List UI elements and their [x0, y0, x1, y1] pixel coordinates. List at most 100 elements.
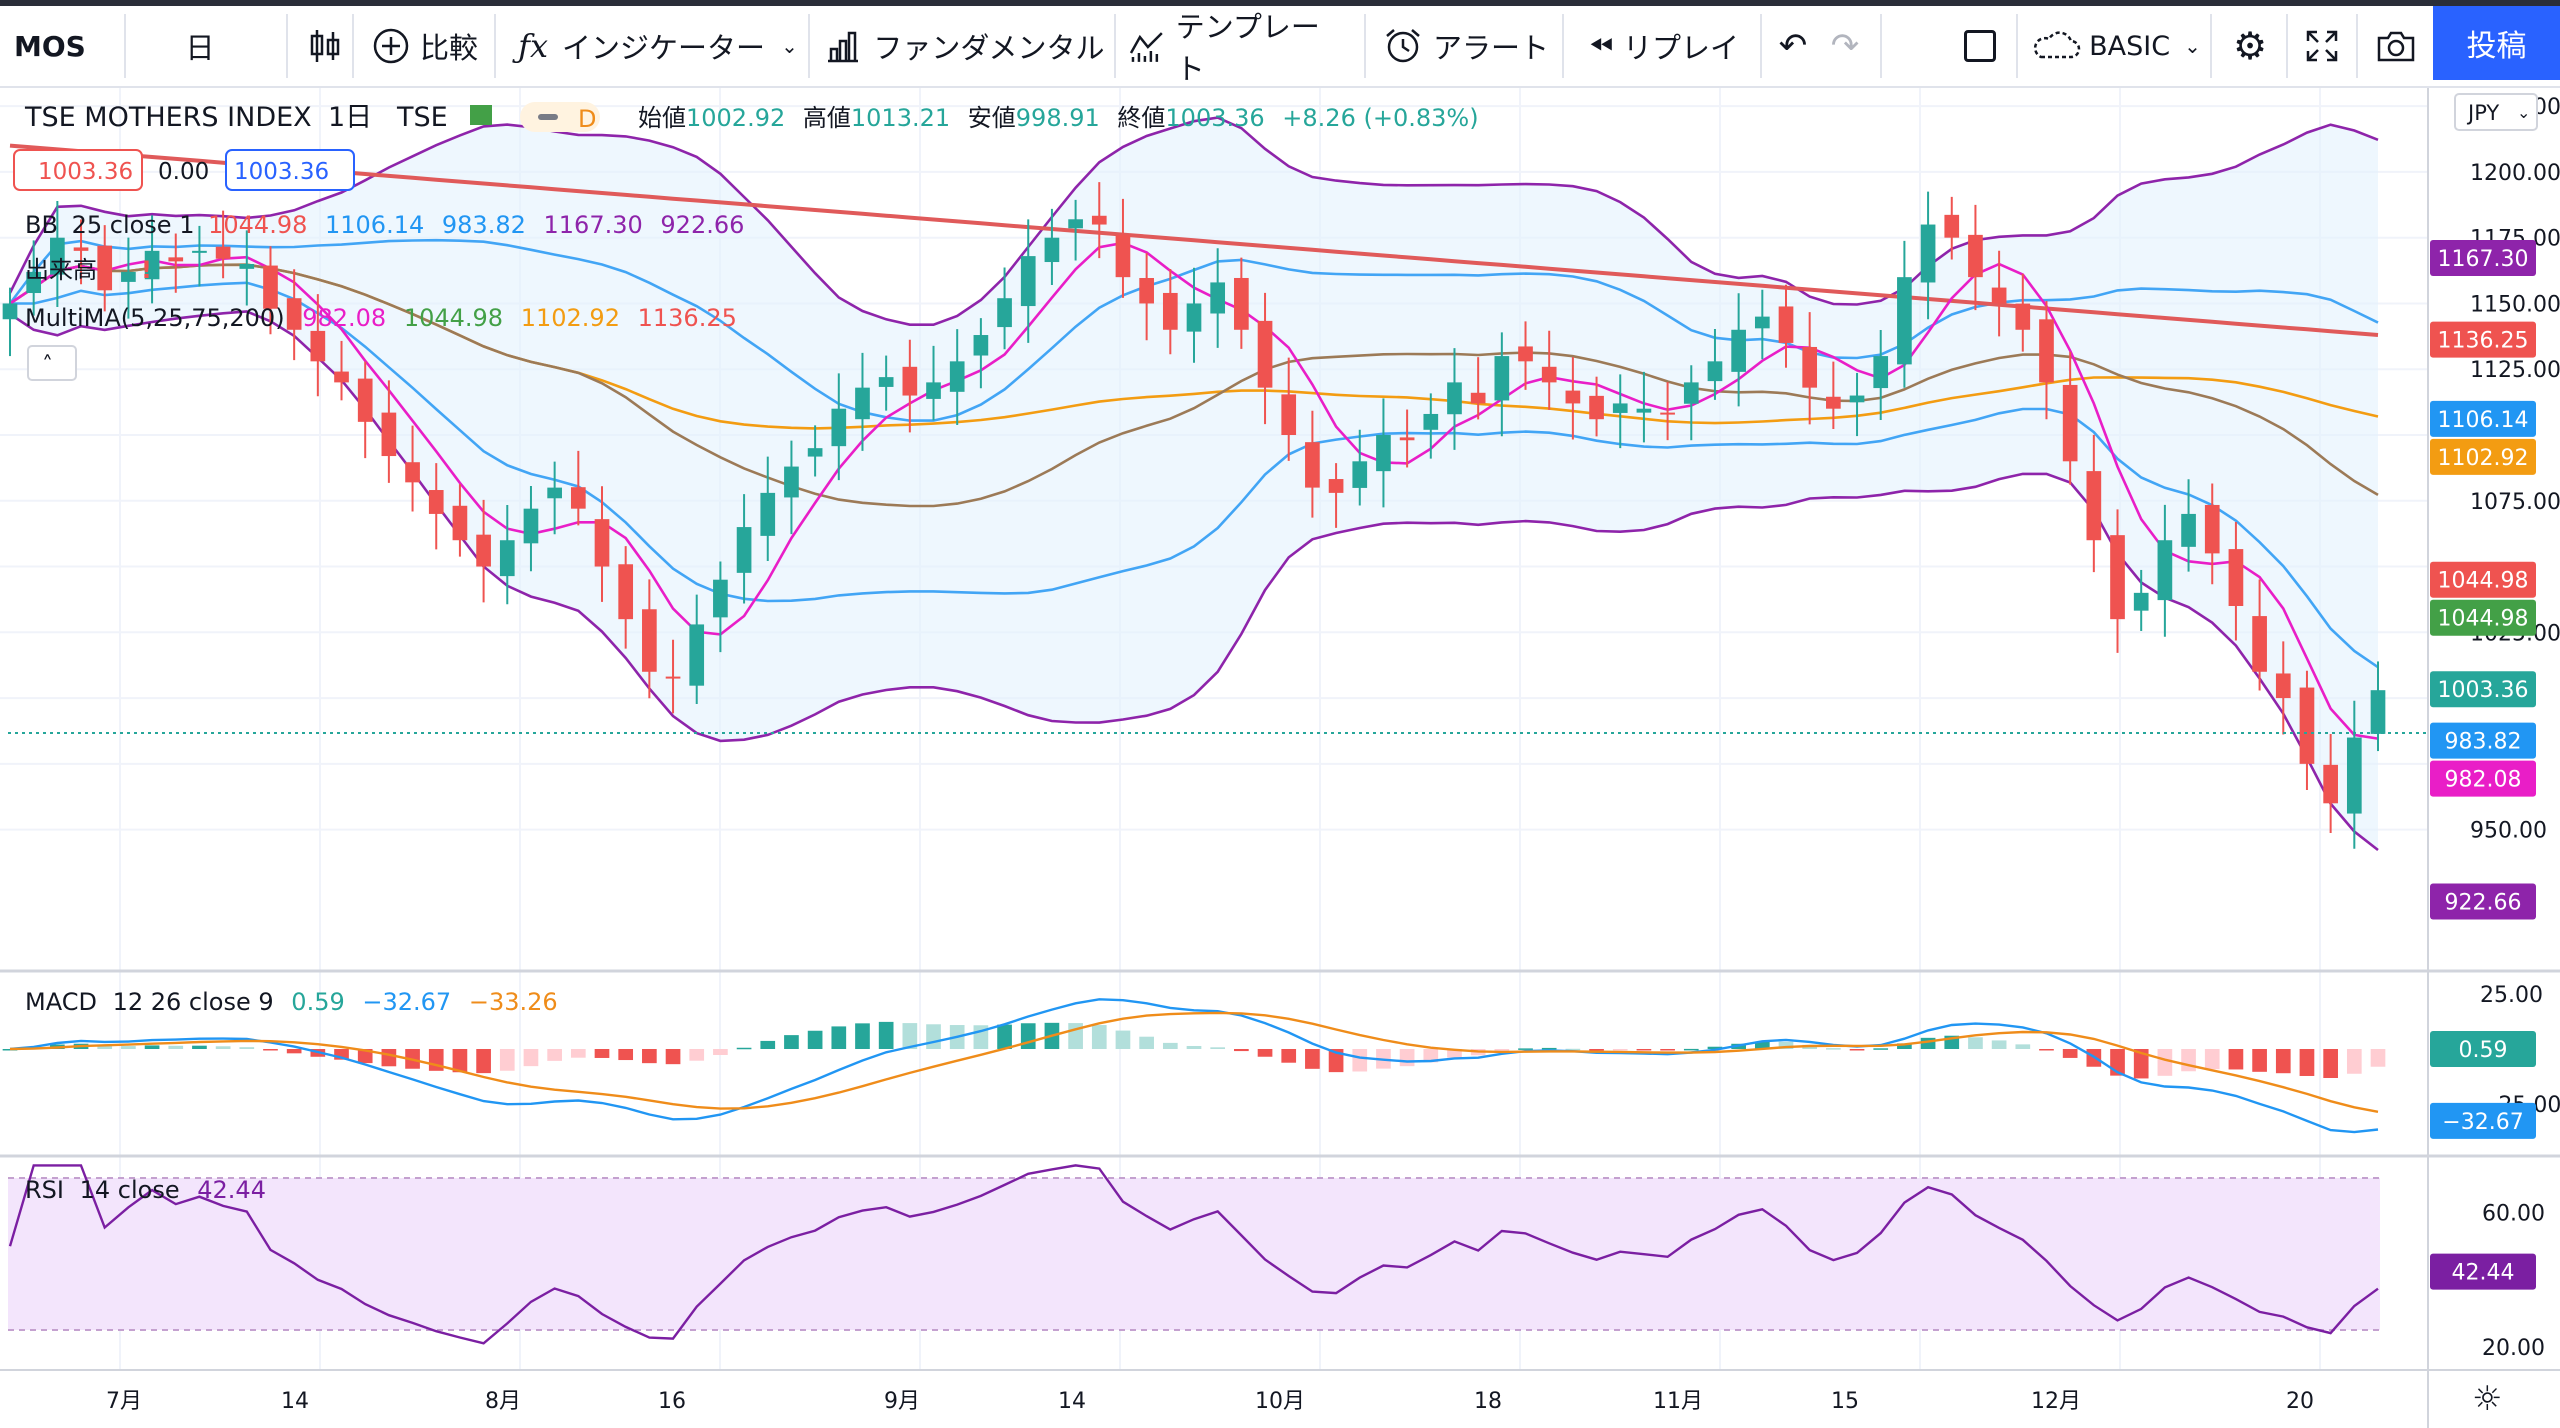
macd-histogram-bar [2204, 1049, 2220, 1070]
candle-body [1707, 361, 1723, 382]
macd-tag-background [2430, 1102, 2536, 1139]
price-tag: 1003.36 [2438, 678, 2529, 703]
bid-price-box[interactable] [13, 149, 143, 191]
candle-body [689, 624, 705, 686]
symbol-search-button[interactable]: MOS [14, 29, 86, 63]
legend-interval: 1日 [328, 102, 372, 133]
alert-button[interactable]: アラート [1376, 6, 1556, 86]
time-tick-label: 20 [2286, 1389, 2314, 1414]
macd-histogram-bar [2275, 1049, 2291, 1074]
candle-body [807, 448, 823, 457]
rewind-icon: ⏪︎ [1588, 28, 1613, 64]
candle-body [1826, 396, 1841, 409]
candle-body [192, 250, 207, 253]
macd-histogram-bar [1399, 1049, 1415, 1067]
currency-select[interactable] [2454, 93, 2538, 131]
macd-histogram-bar [926, 1024, 941, 1049]
macd-histogram-bar [547, 1049, 562, 1061]
fullscreen-button[interactable] [2294, 6, 2350, 86]
candle-body [1589, 395, 1604, 420]
settings-gear-icon[interactable]: ⚙ [2232, 24, 2268, 68]
templates-button[interactable]: テンプレート [1128, 6, 1348, 86]
price-tag: 982.08 [2445, 768, 2522, 793]
candle-body [1802, 346, 1818, 388]
macd-tick-label: 25.00 [2480, 983, 2543, 1008]
macd-histogram-bar [902, 1023, 918, 1049]
fundamentals-button[interactable]: ファンダメンタル [820, 6, 1110, 86]
macd-histogram-bar [1826, 1048, 1841, 1050]
chevron-down-icon: ⌄ [2184, 34, 2201, 58]
layout-square-button[interactable] [1950, 6, 2010, 86]
macd-histogram-bar [2133, 1049, 2149, 1079]
fullscreen-icon [2306, 30, 2338, 62]
price-tick-label: 1075.00 [2470, 490, 2560, 515]
price-tag-background [2430, 561, 2536, 598]
redo-icon[interactable]: ↷ [1830, 26, 1860, 66]
replay-button[interactable]: ⏪︎ リプレイ [1588, 28, 1739, 66]
candle-body [2228, 549, 2244, 606]
macd-histogram-bar [1968, 1037, 1983, 1049]
signal-line [9, 1011, 2379, 1113]
chart-area[interactable]: TSE MOTHERS INDEX 1日 TSE D 始値1002.92 高値1… [0, 88, 2560, 1428]
macd-pane [2, 998, 2386, 1134]
macd-tag-background [2430, 1031, 2536, 1067]
macd-histogram-bar [121, 1046, 136, 1049]
toolbar-divider [1364, 14, 1366, 78]
price-tag: 983.82 [2445, 730, 2522, 755]
macd-histogram-bar [97, 1045, 113, 1049]
candle-body [2370, 690, 2386, 734]
macd-histogram-bar [1352, 1049, 1368, 1072]
macd-histogram-bar [1281, 1049, 1297, 1063]
time-tick-label: 16 [658, 1389, 686, 1414]
candle-body [1636, 408, 1652, 413]
macd-histogram-bar [1139, 1036, 1154, 1049]
rsi-line [8, 1164, 2379, 1345]
candle-body [452, 505, 468, 541]
ask-price: 1003.36 [234, 159, 329, 185]
legend-title: TSE MOTHERS INDEX [24, 102, 312, 133]
macd-histogram-bar [2157, 1049, 2173, 1076]
indicators-button[interactable]: ƒx インジケーター ⌄ [518, 27, 798, 65]
macd-histogram-bar [1707, 1046, 1723, 1049]
undo-icon[interactable]: ↶ [1778, 26, 1808, 66]
macd-histogram-bar [523, 1049, 539, 1067]
macd-histogram-bar [1897, 1043, 1912, 1049]
macd-histogram-bar [1020, 1023, 1036, 1049]
price-tag-background [2430, 239, 2536, 276]
chart-type-button[interactable] [290, 6, 360, 86]
price-tag-background [2430, 599, 2536, 636]
candle-body [428, 490, 444, 514]
layout-select[interactable]: BASIC ⌄ [2028, 6, 2204, 86]
warning-icon[interactable]: ! [141, 256, 152, 284]
toolbar-divider [1562, 14, 1564, 78]
macd-histogram-bar [1636, 1049, 1652, 1051]
collapse-legend-button[interactable] [27, 345, 77, 381]
candle-body [1281, 394, 1297, 435]
macd-histogram-bar [1162, 1042, 1178, 1049]
price-tag: 1044.98 [2438, 607, 2529, 632]
toolbar-divider [2016, 14, 2018, 78]
candle-body [713, 579, 728, 618]
settings-sun-icon[interactable]: ☼ [2472, 1379, 2502, 1419]
plus-circle-icon [373, 28, 409, 64]
macd-histogram-bar [2299, 1049, 2315, 1076]
compare-button[interactable]: 比較 [360, 6, 490, 86]
ask-price-box[interactable] [225, 149, 355, 191]
candle-body [926, 382, 941, 399]
post-button[interactable]: 投稿 [2433, 6, 2560, 80]
time-axis[interactable]: 7月 14 8月 16 9月 14 10月 18 11月 15 12月 20 [106, 1389, 2314, 1414]
candle-body [523, 508, 539, 544]
candle-body [2181, 513, 2196, 547]
macd-histogram-bar [665, 1049, 681, 1065]
macd-histogram-bar [144, 1045, 160, 1049]
candle-body [26, 271, 42, 294]
candle-body [1873, 356, 1889, 389]
macd-histogram-bar [499, 1049, 515, 1071]
macd-histogram-bar [570, 1049, 586, 1058]
snapshot-button[interactable] [2366, 6, 2426, 86]
candle-body [381, 412, 397, 457]
candle-body [1731, 329, 1746, 372]
candle-body [1328, 479, 1344, 493]
candle-body [2110, 535, 2125, 620]
candle-body [949, 361, 965, 392]
